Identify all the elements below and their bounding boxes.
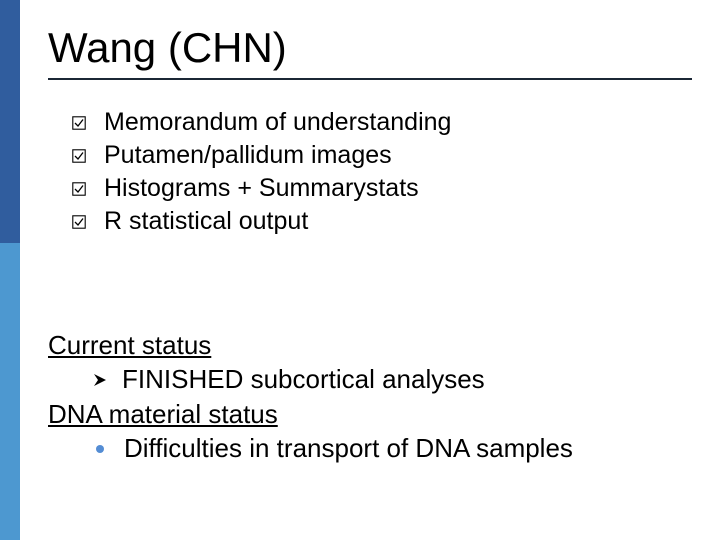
checkbox-icon [72, 149, 86, 163]
checkbox-icon [72, 116, 86, 130]
sidebar-top-stripe [0, 0, 20, 243]
status-sub-text: Difficulties in transport of DNA samples [124, 431, 573, 465]
title-underline [48, 78, 692, 80]
list-item: Memorandum of understanding [72, 106, 692, 139]
sidebar-bottom-stripe [0, 243, 20, 540]
status-heading-current: Current status [48, 328, 692, 362]
list-item-text: Memorandum of understanding [104, 106, 451, 139]
slide-content: Wang (CHN) Memorandum of understanding P… [20, 0, 720, 540]
list-item: Putamen/pallidum images [72, 139, 692, 172]
status-heading-dna: DNA material status [48, 397, 692, 431]
list-item: R statistical output [72, 205, 692, 238]
status-section: Current status FINISHED subcortical anal… [48, 328, 692, 465]
left-sidebar [0, 0, 20, 540]
status-sub-text: FINISHED subcortical analyses [122, 362, 485, 396]
status-subline: Difficulties in transport of DNA samples [48, 431, 692, 465]
arrow-icon [92, 372, 108, 388]
checklist: Memorandum of understanding Putamen/pall… [48, 106, 692, 238]
dot-icon [96, 445, 104, 453]
checkbox-icon [72, 215, 86, 229]
checkbox-icon [72, 182, 86, 196]
status-subline: FINISHED subcortical analyses [48, 362, 692, 396]
list-item-text: R statistical output [104, 205, 308, 238]
list-item: Histograms + Summarystats [72, 172, 692, 205]
slide-title: Wang (CHN) [48, 24, 692, 72]
list-item-text: Histograms + Summarystats [104, 172, 419, 205]
list-item-text: Putamen/pallidum images [104, 139, 392, 172]
